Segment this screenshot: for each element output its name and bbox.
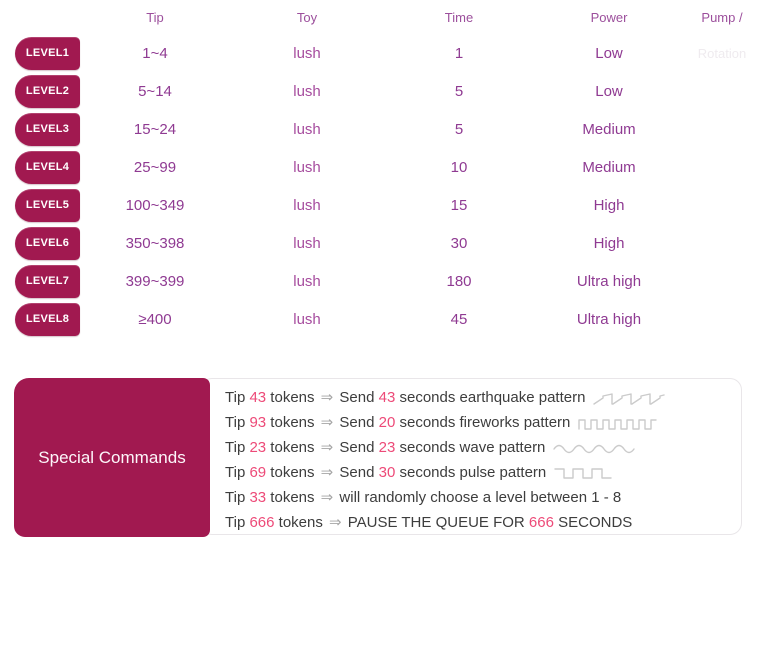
- time-value: 180: [446, 272, 472, 290]
- toy-name: lush: [293, 196, 321, 214]
- arrow-icon: ⇒: [320, 464, 334, 481]
- table-row: LEVEL6 350~398 lush 30 High: [0, 224, 760, 262]
- special-commands-label: Special Commands: [38, 447, 186, 467]
- column-header-toy: Toy: [296, 9, 318, 25]
- tip-range: 5~14: [138, 82, 172, 100]
- token-amount: 23: [249, 439, 267, 456]
- seconds-amount: 23: [378, 439, 396, 456]
- toy-name: lush: [293, 310, 321, 328]
- token-amount: 43: [249, 389, 267, 406]
- level-badge: LEVEL6: [15, 226, 80, 260]
- wave-pattern-icon: [553, 444, 636, 454]
- levels-table: Tip Toy Time Power Pump / LEVEL1 1~4 lus…: [0, 0, 760, 338]
- arrow-icon: ⇒: [329, 514, 342, 531]
- token-amount: 666: [249, 514, 275, 531]
- command-line: Tip 69 tokens ⇒ Send 30 seconds pulse pa…: [225, 460, 665, 485]
- time-value: 15: [450, 196, 468, 214]
- special-commands-label-box: Special Commands: [14, 378, 210, 537]
- time-value: 10: [450, 158, 468, 176]
- column-header-pump: Pump /: [701, 9, 743, 25]
- level-badge: LEVEL2: [15, 74, 80, 108]
- table-row: LEVEL3 15~24 lush 5 Medium: [0, 110, 760, 148]
- arrow-icon: ⇒: [320, 489, 334, 506]
- arrow-icon: ⇒: [320, 389, 334, 406]
- level-badge: LEVEL7: [15, 264, 80, 298]
- toy-name: lush: [293, 158, 321, 176]
- command-line: Tip 93 tokens ⇒ Send 20 seconds firework…: [225, 410, 665, 435]
- seconds-amount: 666: [528, 514, 554, 531]
- command-line: Tip 666 tokens ⇒ PAUSE THE QUEUE FOR 666…: [225, 514, 633, 531]
- seconds-amount: 20: [378, 414, 396, 431]
- token-amount: 93: [249, 414, 267, 431]
- table-row: LEVEL2 5~14 lush 5 Low: [0, 72, 760, 110]
- tip-range: 15~24: [133, 120, 177, 138]
- power-value: Ultra high: [576, 272, 642, 290]
- table-row: LEVEL4 25~99 lush 10 Medium: [0, 148, 760, 186]
- toy-name: lush: [293, 82, 321, 100]
- power-value: High: [593, 196, 625, 214]
- power-value: Low: [595, 82, 623, 100]
- tip-range: 100~349: [125, 196, 185, 214]
- token-amount: 33: [249, 489, 267, 506]
- arrow-icon: ⇒: [320, 414, 334, 431]
- time-value: 5: [454, 120, 464, 138]
- command-line: Tip 23 tokens ⇒ Send 23 seconds wave pat…: [225, 435, 665, 460]
- column-header-time: Time: [444, 9, 474, 25]
- toy-name: lush: [293, 272, 321, 290]
- tip-range: ≥400: [138, 310, 172, 328]
- command-line: Tip 33 tokens ⇒ will randomly choose a l…: [225, 489, 622, 506]
- power-value: Medium: [582, 158, 636, 176]
- tip-range: 1~4: [142, 44, 168, 62]
- power-value: Ultra high: [576, 310, 642, 328]
- time-value: 30: [450, 234, 468, 252]
- time-value: 1: [454, 44, 464, 62]
- toy-name: lush: [293, 44, 321, 62]
- earthquake-pattern-icon: [593, 393, 666, 405]
- level-badge: LEVEL3: [15, 112, 80, 146]
- fireworks-pattern-icon: [578, 419, 658, 430]
- toy-name: lush: [293, 120, 321, 138]
- table-row: LEVEL8 ≥400 lush 45 Ultra high: [0, 300, 760, 338]
- ghost-rotation-label: Rotation: [697, 45, 747, 61]
- tip-range: 399~399: [125, 272, 185, 290]
- tip-range: 25~99: [133, 158, 177, 176]
- time-value: 45: [450, 310, 468, 328]
- token-amount: 69: [249, 464, 267, 481]
- column-header-tip: Tip: [146, 9, 164, 25]
- level-badge: LEVEL5: [15, 188, 80, 222]
- level-badge: LEVEL1: [15, 36, 80, 70]
- commands-list: Tip 43 tokens ⇒ Send 43 seconds earthqua…: [225, 385, 666, 535]
- table-header-row: Tip Toy Time Power Pump /: [0, 0, 760, 34]
- arrow-icon: ⇒: [320, 439, 334, 456]
- table-row: LEVEL1 1~4 lush 1 Low Rotation: [0, 34, 760, 72]
- time-value: 5: [454, 82, 464, 100]
- table-row: LEVEL5 100~349 lush 15 High: [0, 186, 760, 224]
- power-value: High: [593, 234, 625, 252]
- special-commands-section: Special Commands Tip 43 tokens ⇒ Send 43…: [0, 378, 760, 537]
- toy-name: lush: [293, 234, 321, 252]
- pulse-pattern-icon: [554, 468, 612, 479]
- level-badge: LEVEL8: [15, 302, 80, 336]
- column-header-power: Power: [590, 9, 628, 25]
- command-line: Tip 43 tokens ⇒ Send 43 seconds earthqua…: [225, 385, 666, 410]
- power-value: Low: [595, 44, 623, 62]
- table-row: LEVEL7 399~399 lush 180 Ultra high: [0, 262, 760, 300]
- seconds-amount: 30: [378, 464, 396, 481]
- seconds-amount: 43: [378, 389, 396, 406]
- level-badge: LEVEL4: [15, 150, 80, 184]
- tip-range: 350~398: [125, 234, 185, 252]
- power-value: Medium: [582, 120, 636, 138]
